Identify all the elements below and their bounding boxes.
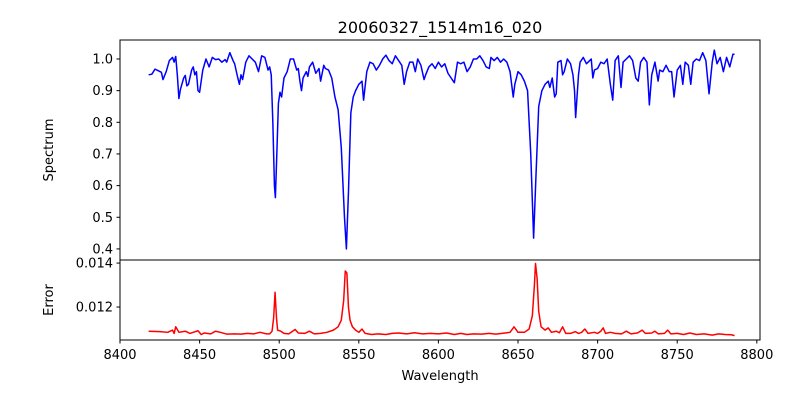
error-axes: 0.012 0.014 8400 8450 8500 8550 8600 8650 8700 87… (76, 257, 774, 363)
x-tick-label: 8650 (501, 348, 534, 363)
x-tick-label: 8550 (342, 348, 375, 363)
x-tick-label: 8800 (740, 348, 773, 363)
y-tick-label: 0.012 (76, 301, 113, 316)
y-tick-label: 0.6 (92, 179, 113, 194)
x-axis-label: Wavelength (401, 369, 478, 384)
y-tick-label: 0.7 (92, 147, 113, 162)
y-tick-label: 1.0 (92, 52, 113, 67)
y-tick-label: 0.4 (92, 242, 113, 257)
x-tick-label: 8400 (103, 348, 136, 363)
y-tick-label: 0.8 (92, 116, 113, 131)
spectrum-series-line (148, 49, 735, 250)
x-tick-label: 8750 (661, 348, 694, 363)
axes-frame (119, 259, 761, 341)
x-tick-label: 8450 (183, 348, 216, 363)
chart-title: 20060327_1514m16_020 (338, 18, 543, 38)
y-tick-label: 0.9 (92, 84, 113, 99)
x-tick-label: 8600 (422, 348, 455, 363)
error-y-label: Error (42, 284, 57, 316)
x-tick-label: 8500 (263, 348, 296, 363)
y-tick-label: 0.5 (92, 211, 113, 226)
error-series-line (148, 262, 735, 337)
spectrum-y-label: Spectrum (42, 119, 57, 182)
x-tick-label: 8700 (581, 348, 614, 363)
y-tick-label: 0.014 (76, 257, 113, 272)
